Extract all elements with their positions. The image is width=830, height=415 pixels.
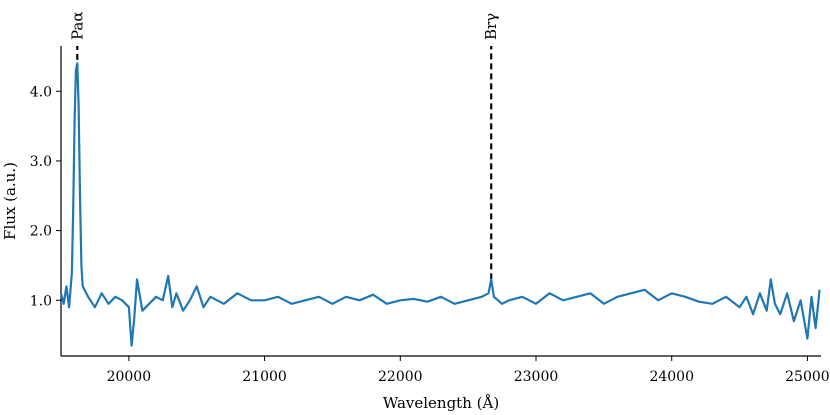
axes: 20000 21000 22000 23000 24000 25000 1.0 2.0 3.0 4… [30,46,830,385]
x-tick-label: 25000 [785,369,830,385]
annotations: Paα Brγ [68,12,500,280]
x-tick-label: 22000 [378,369,423,385]
emission-line-label: Brγ [482,13,500,40]
y-tick-label: 4.0 [30,84,52,100]
y-tick-label: 3.0 [30,154,52,170]
x-tick-label: 24000 [649,369,694,385]
x-tick-label: 21000 [242,369,287,385]
y-axis-label: Flux (a.u.) [1,162,19,240]
x-tick-label: 23000 [514,369,559,385]
x-axis-label: Wavelength (Å) [383,394,499,412]
emission-line-label: Paα [68,12,86,41]
y-tick-label: 2.0 [30,224,52,240]
x-tick-label: 20000 [107,369,152,385]
flux-series-line [59,62,821,347]
y-tick-label: 1.0 [30,293,52,309]
